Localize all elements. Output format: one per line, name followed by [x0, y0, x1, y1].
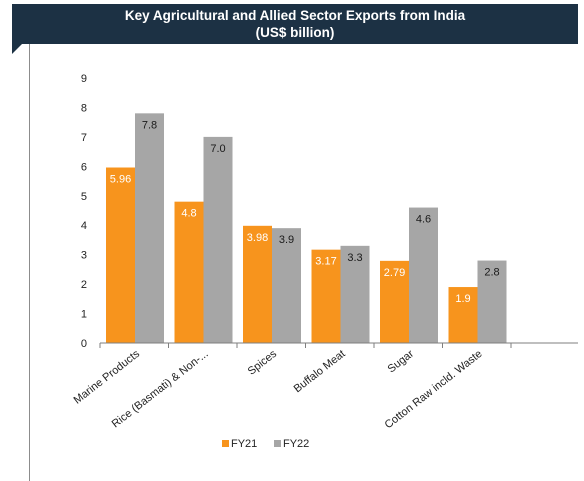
data-label-fy22-5: 2.8	[484, 267, 499, 279]
bar-fy21-1	[174, 201, 204, 343]
chart-subtitle: (US$ billion)	[255, 25, 335, 40]
y-tick-label: 7	[81, 132, 87, 144]
bar-fy21-5	[448, 287, 478, 343]
y-tick-label: 2	[81, 279, 87, 291]
bar-fy21-2	[243, 225, 272, 343]
data-label-fy22-0: 7.8	[142, 119, 157, 131]
y-tick-label: 3	[81, 250, 87, 262]
legend: FY21 FY22	[222, 438, 309, 450]
category-label-4: Sugar	[386, 348, 417, 376]
bar-fy22-2	[272, 228, 301, 343]
y-axis-ticks: 0 1 2 3 4 5 6 7 8 9	[81, 73, 87, 350]
category-label-2: Spices	[246, 348, 280, 378]
x-axis	[99, 342, 578, 348]
y-tick-label: 9	[81, 73, 87, 85]
y-tick-label: 6	[81, 161, 87, 173]
bars: 5.96 7.8 4.8 7.0 3.98 3.9 3.17 3.3 2.79 4.6 1.9 2.8	[106, 113, 507, 343]
legend-label-fy22: FY22	[283, 438, 309, 450]
bar-fy22-3	[340, 245, 370, 343]
bar-fy21-0	[106, 167, 135, 343]
legend-label-fy21: FY21	[231, 438, 257, 450]
bar-fy22-0	[135, 113, 164, 343]
title-corner-decoration	[12, 44, 22, 54]
category-label-3: Buffalo Meat	[292, 348, 348, 395]
y-tick-label: 8	[81, 102, 87, 114]
data-label-fy21-3: 3.17	[315, 256, 336, 268]
data-label-fy21-2: 3.98	[247, 232, 268, 244]
data-label-fy21-0: 5.96	[110, 174, 131, 186]
y-tick-label: 4	[81, 220, 87, 232]
data-label-fy21-1: 4.8	[181, 208, 196, 220]
category-label-0: Marine Products	[72, 348, 143, 407]
frame-left-border	[29, 44, 30, 481]
y-tick-label: 5	[81, 191, 87, 203]
bar-fy22-1	[203, 136, 233, 343]
data-label-fy21-4: 2.79	[384, 267, 405, 279]
bar-fy22-4	[409, 207, 438, 343]
data-label-fy22-1: 7.0	[210, 143, 225, 155]
bar-fy21-3	[311, 249, 341, 343]
data-label-fy22-3: 3.3	[347, 252, 362, 264]
chart-title: Key Agricultural and Allied Sector Expor…	[124, 8, 466, 23]
bar-fy21-4	[380, 260, 409, 343]
chart-title-bar: Key Agricultural and Allied Sector Expor…	[12, 4, 578, 44]
legend-swatch-fy22	[274, 440, 281, 447]
legend-swatch-fy21	[222, 440, 229, 447]
data-label-fy22-2: 3.9	[279, 234, 294, 246]
y-tick-label: 1	[81, 309, 87, 321]
data-label-fy21-5: 1.9	[455, 293, 470, 305]
data-label-fy22-4: 4.6	[416, 214, 431, 226]
bar-fy22-5	[477, 260, 507, 343]
y-tick-label: 0	[81, 338, 87, 350]
